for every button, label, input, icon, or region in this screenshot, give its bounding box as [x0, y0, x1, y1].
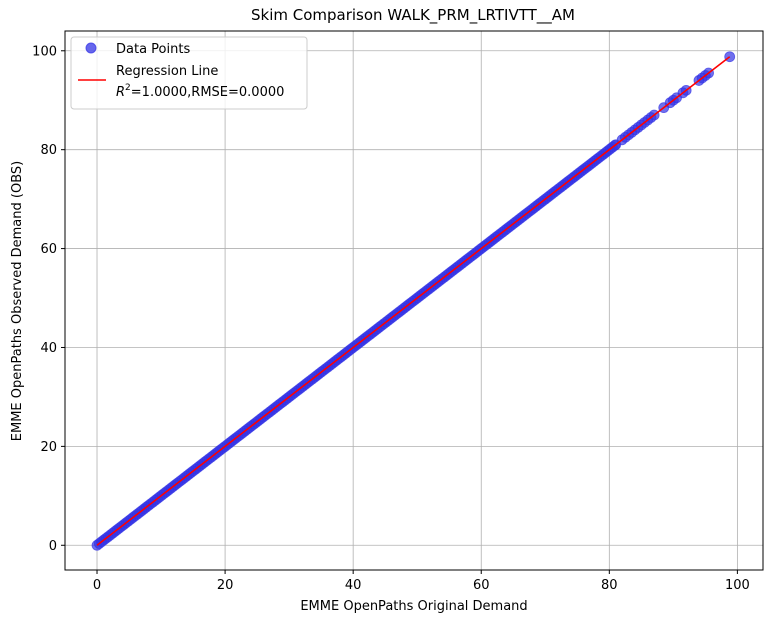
x-tick-label: 0 [93, 578, 101, 593]
y-tick-label: 20 [40, 440, 57, 455]
y-tick-label: 40 [40, 341, 57, 356]
legend-line-label: Regression Line [116, 64, 218, 79]
legend-stats-sup: 2 [125, 83, 131, 93]
regression-line-group [96, 56, 731, 546]
plot-frame [64, 30, 764, 571]
x-tick-label: 40 [345, 578, 362, 593]
regression-line [96, 56, 731, 546]
chart-title: Skim Comparison WALK_PRM_LRTIVTT__AM [251, 6, 575, 25]
y-tick-label: 80 [40, 143, 57, 158]
legend-stats-r: R [116, 85, 125, 100]
legend-box [70, 36, 308, 110]
y-axis-ticks: 0 20 40 60 80 100 [32, 44, 65, 554]
y-tick-label: 0 [49, 539, 57, 554]
y-tick-label: 100 [32, 44, 57, 59]
y-axis-title: EMME OpenPaths Observed Demand (OBS) [10, 161, 25, 441]
legend: Data Points Regression Line R2=1.0000,RM… [70, 36, 308, 110]
x-tick-label: 100 [725, 578, 750, 593]
x-axis-title: EMME OpenPaths Original Demand [300, 599, 527, 614]
x-tick-label: 60 [473, 578, 490, 593]
x-tick-label: 80 [601, 578, 618, 593]
x-axis-ticks: 0 20 40 60 80 100 [93, 570, 750, 593]
x-tick-label: 20 [217, 578, 234, 593]
legend-points-label: Data Points [116, 42, 190, 57]
legend-stats: R2=1.0000,RMSE=0.0000 [116, 83, 284, 100]
legend-stats-values: =1.0000,RMSE=0.0000 [131, 85, 285, 100]
legend-points-marker [85, 42, 97, 54]
grid [65, 31, 763, 570]
y-tick-label: 60 [40, 242, 57, 257]
